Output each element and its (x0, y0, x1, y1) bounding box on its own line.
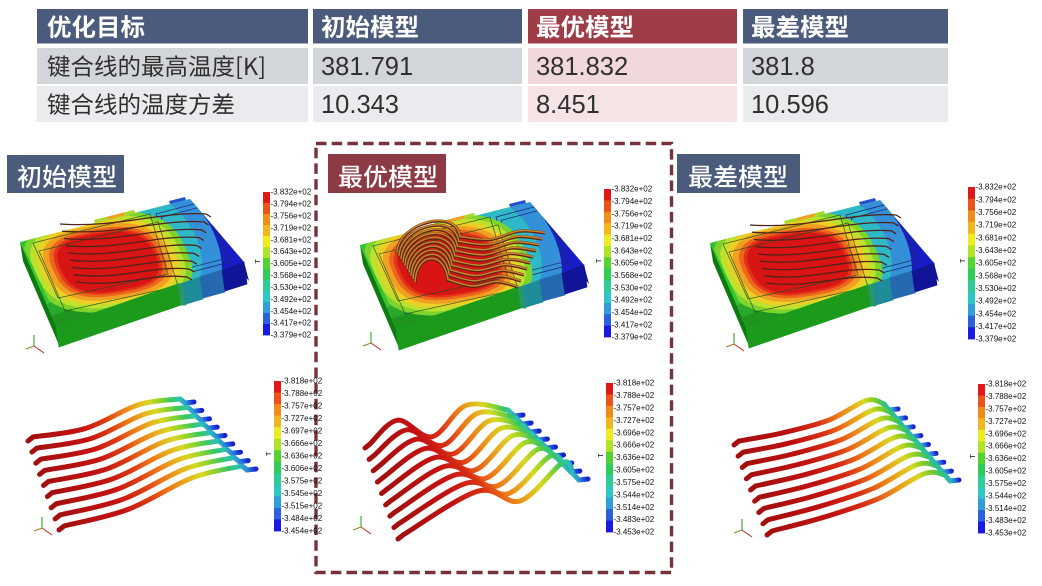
svg-text:-3.636e+02: -3.636e+02 (282, 452, 323, 461)
svg-text:-3.484e+02: -3.484e+02 (282, 514, 323, 523)
svg-text:T: T (598, 453, 605, 458)
svg-text:-3.417e+02: -3.417e+02 (976, 322, 1017, 331)
svg-text:-3.794e+02: -3.794e+02 (612, 197, 653, 206)
svg-text:-3.483e+02: -3.483e+02 (614, 515, 655, 524)
svg-text:-3.727e+02: -3.727e+02 (986, 417, 1027, 426)
svg-text:-3.492e+02: -3.492e+02 (976, 297, 1017, 306)
svg-text:-3.832e+02: -3.832e+02 (976, 183, 1017, 192)
svg-text:381.8: 381.8 (751, 53, 815, 81)
svg-text:-3.530e+02: -3.530e+02 (271, 283, 312, 292)
svg-text:-3.417e+02: -3.417e+02 (612, 320, 653, 329)
svg-text:-3.453e+02: -3.453e+02 (986, 529, 1027, 538)
svg-text:-3.379e+02: -3.379e+02 (976, 335, 1017, 344)
svg-text:-3.605e+02: -3.605e+02 (614, 466, 655, 475)
svg-text:-3.568e+02: -3.568e+02 (976, 271, 1017, 280)
svg-text:-3.756e+02: -3.756e+02 (612, 209, 653, 218)
svg-text:10.596: 10.596 (751, 91, 829, 119)
svg-text:-3.719e+02: -3.719e+02 (271, 223, 312, 232)
svg-text:T: T (255, 259, 262, 264)
svg-text:-3.681e+02: -3.681e+02 (612, 234, 653, 243)
svg-text:-3.492e+02: -3.492e+02 (271, 295, 312, 304)
svg-text:T: T (596, 258, 603, 263)
svg-text:-3.379e+02: -3.379e+02 (271, 331, 312, 340)
svg-text:T: T (960, 258, 967, 263)
svg-text:T: T (970, 454, 977, 459)
svg-text:-3.379e+02: -3.379e+02 (612, 333, 653, 342)
svg-text:-3.568e+02: -3.568e+02 (612, 271, 653, 280)
svg-text:-3.696e+02: -3.696e+02 (986, 429, 1027, 438)
svg-text:-3.681e+02: -3.681e+02 (976, 233, 1017, 242)
svg-text:-3.696e+02: -3.696e+02 (614, 428, 655, 437)
svg-text:381.832: 381.832 (536, 53, 628, 81)
svg-text:-3.530e+02: -3.530e+02 (612, 283, 653, 292)
svg-text:-3.794e+02: -3.794e+02 (271, 200, 312, 209)
svg-text:-3.636e+02: -3.636e+02 (614, 453, 655, 462)
svg-text:-3.530e+02: -3.530e+02 (976, 284, 1017, 293)
svg-text:8.451: 8.451 (536, 91, 600, 119)
svg-text:-3.545e+02: -3.545e+02 (282, 489, 323, 498)
svg-text:-3.544e+02: -3.544e+02 (614, 490, 655, 499)
svg-text:-3.794e+02: -3.794e+02 (976, 195, 1017, 204)
svg-text:-3.636e+02: -3.636e+02 (986, 454, 1027, 463)
svg-text:-3.818e+02: -3.818e+02 (614, 379, 655, 388)
svg-text:-3.666e+02: -3.666e+02 (282, 439, 323, 448)
svg-text:10.343: 10.343 (321, 91, 399, 119)
svg-text:-3.643e+02: -3.643e+02 (271, 247, 312, 256)
svg-text:-3.727e+02: -3.727e+02 (282, 414, 323, 423)
svg-text:-3.568e+02: -3.568e+02 (271, 271, 312, 280)
svg-text:-3.605e+02: -3.605e+02 (976, 259, 1017, 268)
svg-text:-3.514e+02: -3.514e+02 (614, 503, 655, 512)
svg-text:-3.788e+02: -3.788e+02 (614, 391, 655, 400)
svg-text:-3.757e+02: -3.757e+02 (986, 404, 1027, 413)
svg-text:-3.643e+02: -3.643e+02 (612, 246, 653, 255)
svg-text:-3.719e+02: -3.719e+02 (976, 221, 1017, 230)
svg-text:T: T (266, 451, 273, 456)
svg-text:-3.454e+02: -3.454e+02 (976, 309, 1017, 318)
svg-text:-3.605e+02: -3.605e+02 (986, 467, 1027, 476)
svg-text:-3.492e+02: -3.492e+02 (612, 296, 653, 305)
svg-text:-3.417e+02: -3.417e+02 (271, 319, 312, 328)
svg-text:-3.454e+02: -3.454e+02 (271, 307, 312, 316)
svg-text:-3.757e+02: -3.757e+02 (282, 402, 323, 411)
svg-text:-3.605e+02: -3.605e+02 (612, 259, 653, 268)
svg-text:-3.575e+02: -3.575e+02 (282, 477, 323, 486)
svg-text:-3.697e+02: -3.697e+02 (282, 427, 323, 436)
svg-text:-3.606e+02: -3.606e+02 (282, 464, 323, 473)
svg-text:-3.666e+02: -3.666e+02 (614, 441, 655, 450)
svg-text:-3.788e+02: -3.788e+02 (986, 392, 1027, 401)
svg-text:-3.719e+02: -3.719e+02 (612, 222, 653, 231)
svg-text:-3.575e+02: -3.575e+02 (986, 479, 1027, 488)
svg-text:-3.643e+02: -3.643e+02 (976, 246, 1017, 255)
svg-text:-3.788e+02: -3.788e+02 (282, 389, 323, 398)
svg-text:-3.605e+02: -3.605e+02 (271, 259, 312, 268)
svg-text:-3.727e+02: -3.727e+02 (614, 416, 655, 425)
svg-text:-3.544e+02: -3.544e+02 (986, 491, 1027, 500)
svg-text:-3.483e+02: -3.483e+02 (986, 516, 1027, 525)
svg-text:-3.666e+02: -3.666e+02 (986, 442, 1027, 451)
svg-text:-3.575e+02: -3.575e+02 (614, 478, 655, 487)
svg-text:-3.757e+02: -3.757e+02 (614, 403, 655, 412)
svg-text:381.791: 381.791 (321, 53, 413, 81)
svg-text:-3.818e+02: -3.818e+02 (282, 377, 323, 386)
svg-text:-3.756e+02: -3.756e+02 (271, 211, 312, 220)
svg-text:-3.756e+02: -3.756e+02 (976, 208, 1017, 217)
svg-text:-3.832e+02: -3.832e+02 (612, 185, 653, 194)
svg-text:-3.453e+02: -3.453e+02 (614, 528, 655, 537)
svg-text:-3.681e+02: -3.681e+02 (271, 235, 312, 244)
svg-text:-3.454e+02: -3.454e+02 (282, 527, 323, 536)
svg-text:-3.818e+02: -3.818e+02 (986, 380, 1027, 389)
svg-text:-3.832e+02: -3.832e+02 (271, 188, 312, 197)
svg-text:-3.515e+02: -3.515e+02 (282, 502, 323, 511)
svg-text:-3.514e+02: -3.514e+02 (986, 504, 1027, 513)
svg-text:-3.454e+02: -3.454e+02 (612, 308, 653, 317)
